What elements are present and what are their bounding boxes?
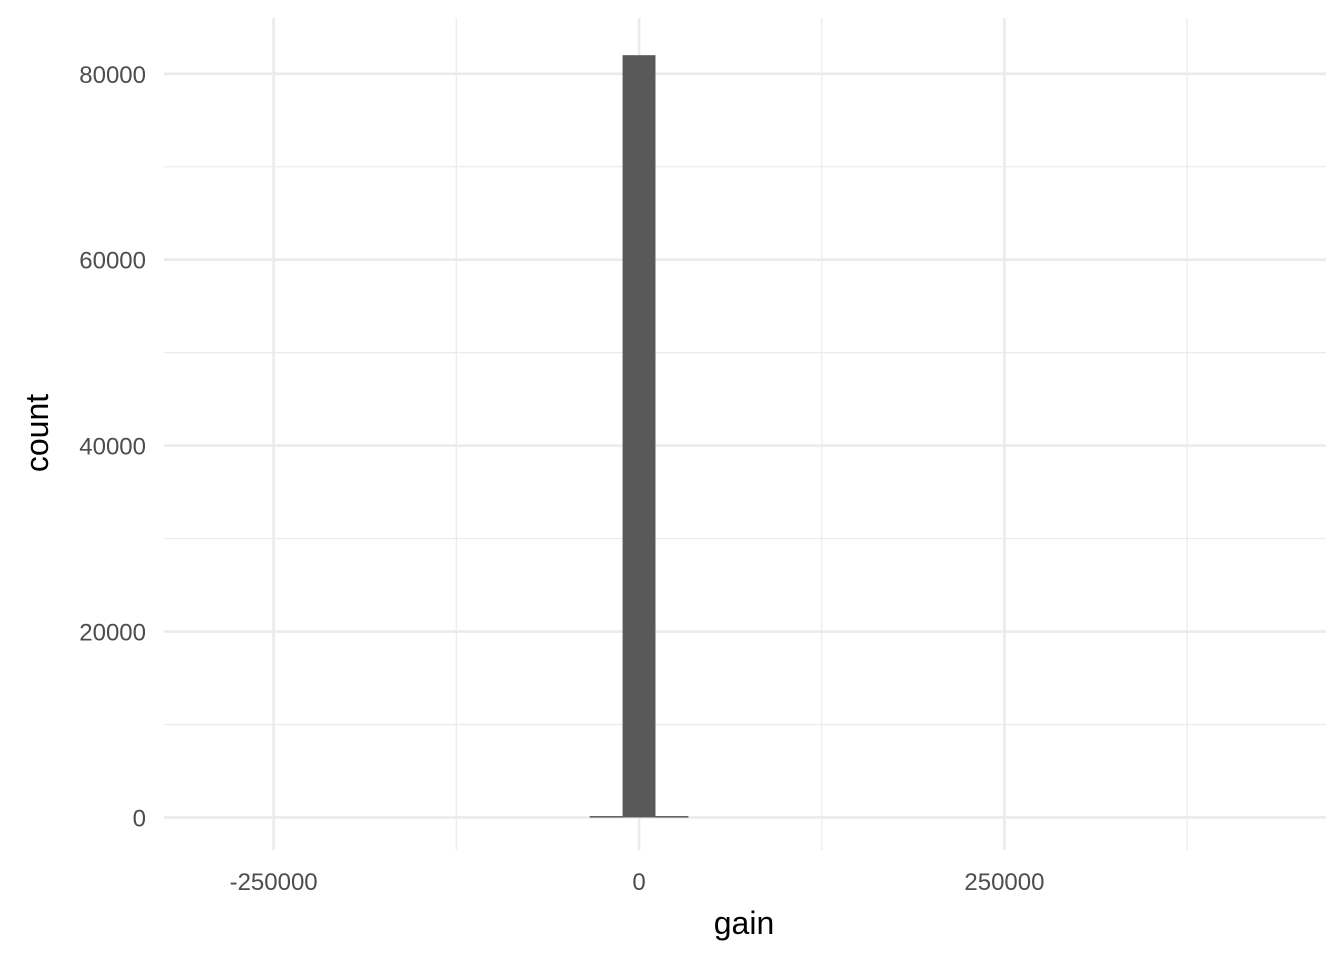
y-tick-label: 40000: [79, 434, 146, 461]
y-axis-title: count: [19, 394, 55, 472]
histogram-bars: [589, 55, 689, 818]
x-axis-tick-labels: -250000 0 250000: [230, 869, 1045, 896]
histogram-bar: [589, 816, 623, 818]
histogram-bar: [622, 55, 656, 818]
y-tick-label: 60000: [79, 248, 146, 275]
x-tick-label: 250000: [964, 869, 1044, 896]
minor-gridlines: [164, 18, 1326, 850]
x-tick-label: 0: [632, 869, 645, 896]
major-gridlines: [164, 18, 1326, 850]
x-tick-label: -250000: [230, 869, 318, 896]
x-axis-title: gain: [714, 905, 775, 941]
y-tick-label: 20000: [79, 620, 146, 647]
histogram-bar: [655, 816, 689, 818]
y-tick-label: 0: [133, 805, 146, 832]
y-tick-label: 80000: [79, 62, 146, 89]
y-axis-tick-labels: 0 20000 40000 60000 80000: [79, 62, 146, 833]
